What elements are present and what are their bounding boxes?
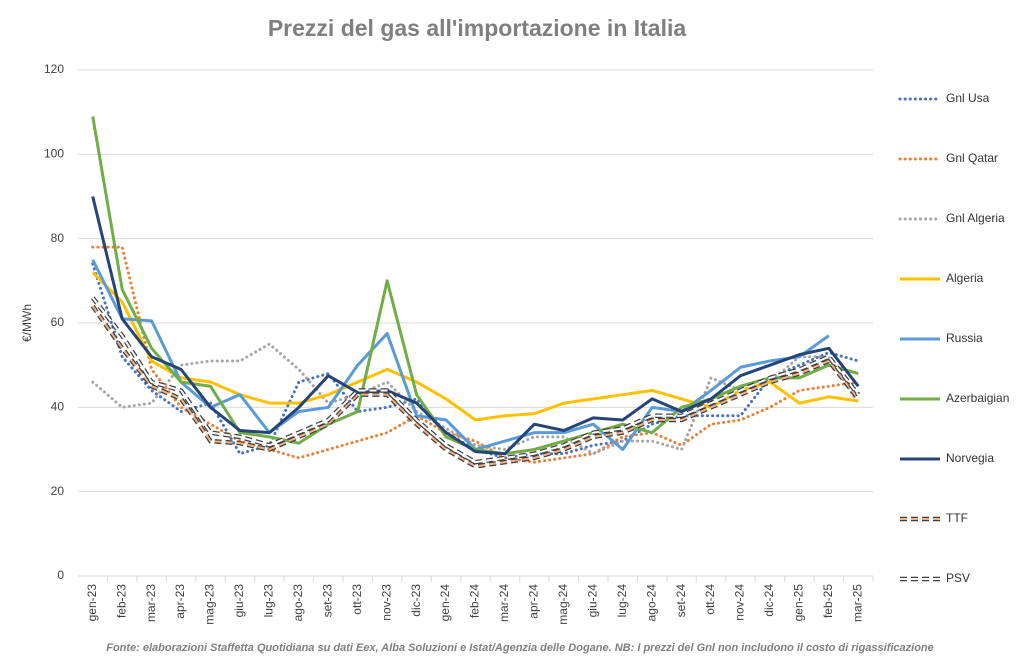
x-tick-label: ago-24 [644, 584, 658, 622]
x-tick-label: mag-24 [556, 584, 570, 625]
legend-label: PSV [946, 571, 970, 585]
x-tick-label: lug-24 [615, 584, 629, 618]
y-tick-label: 100 [44, 147, 64, 161]
x-tick-label: nov-24 [733, 584, 747, 621]
legend-label: TTF [946, 511, 968, 525]
legend-label: Azerbaigian [946, 391, 1009, 405]
x-tick-label: lug-23 [262, 584, 276, 618]
series-line [91, 259, 830, 451]
x-tick-label: mar-24 [497, 584, 511, 622]
y-tick-label: 120 [44, 62, 64, 76]
legend-label: Russia [946, 331, 983, 345]
legend-label: Algeria [946, 271, 984, 285]
series-line [91, 305, 860, 468]
x-tick-label: nov-23 [379, 584, 393, 621]
x-tick-label: ott-24 [703, 584, 717, 615]
legend-label: Gnl Usa [946, 91, 990, 105]
y-tick-label: 40 [51, 400, 65, 414]
x-tick-label: ago-23 [291, 584, 305, 622]
x-tick-label: apr-24 [527, 584, 541, 619]
x-tick-label: gen-23 [85, 584, 99, 622]
series-line [91, 297, 860, 464]
x-tick-label: dic-24 [762, 584, 776, 617]
x-tick-label: apr-23 [173, 584, 187, 619]
x-tick-label: gen-24 [438, 584, 452, 622]
x-tick-label: giu-24 [585, 584, 599, 618]
x-tick-label: feb-23 [114, 584, 128, 618]
x-tick-label: gen-25 [792, 584, 806, 622]
y-axis-title: €/MWh [20, 304, 34, 342]
source-note: Fonte: elaborazioni Staffetta Quotidiana… [106, 642, 934, 654]
y-tick-label: 20 [51, 484, 65, 498]
x-tick-label: mar-23 [144, 584, 158, 622]
legend-label: Gnl Algeria [946, 211, 1005, 225]
legend-label: Norvegia [946, 451, 994, 465]
x-tick-label: mag-23 [203, 584, 217, 625]
y-tick-label: 0 [57, 568, 64, 582]
x-tick-label: feb-25 [821, 584, 835, 618]
series-line [91, 271, 859, 422]
x-tick-label: set-23 [320, 584, 334, 618]
series-line [91, 196, 860, 456]
chart-title: Prezzi del gas all'importazione in Itali… [268, 15, 687, 41]
x-tick-label: giu-23 [232, 584, 246, 618]
series-line [91, 342, 860, 456]
x-tick-label: set-24 [674, 584, 688, 618]
x-tick-label: feb-24 [468, 584, 482, 618]
y-tick-label: 80 [51, 231, 65, 245]
x-tick-label: ott-23 [350, 584, 364, 615]
series-line [91, 116, 859, 456]
x-tick-label: mar-25 [850, 584, 864, 622]
series-line [91, 245, 860, 464]
legend-label: Gnl Qatar [946, 151, 998, 165]
y-tick-label: 60 [51, 315, 65, 329]
x-tick-label: dic-23 [409, 584, 423, 617]
